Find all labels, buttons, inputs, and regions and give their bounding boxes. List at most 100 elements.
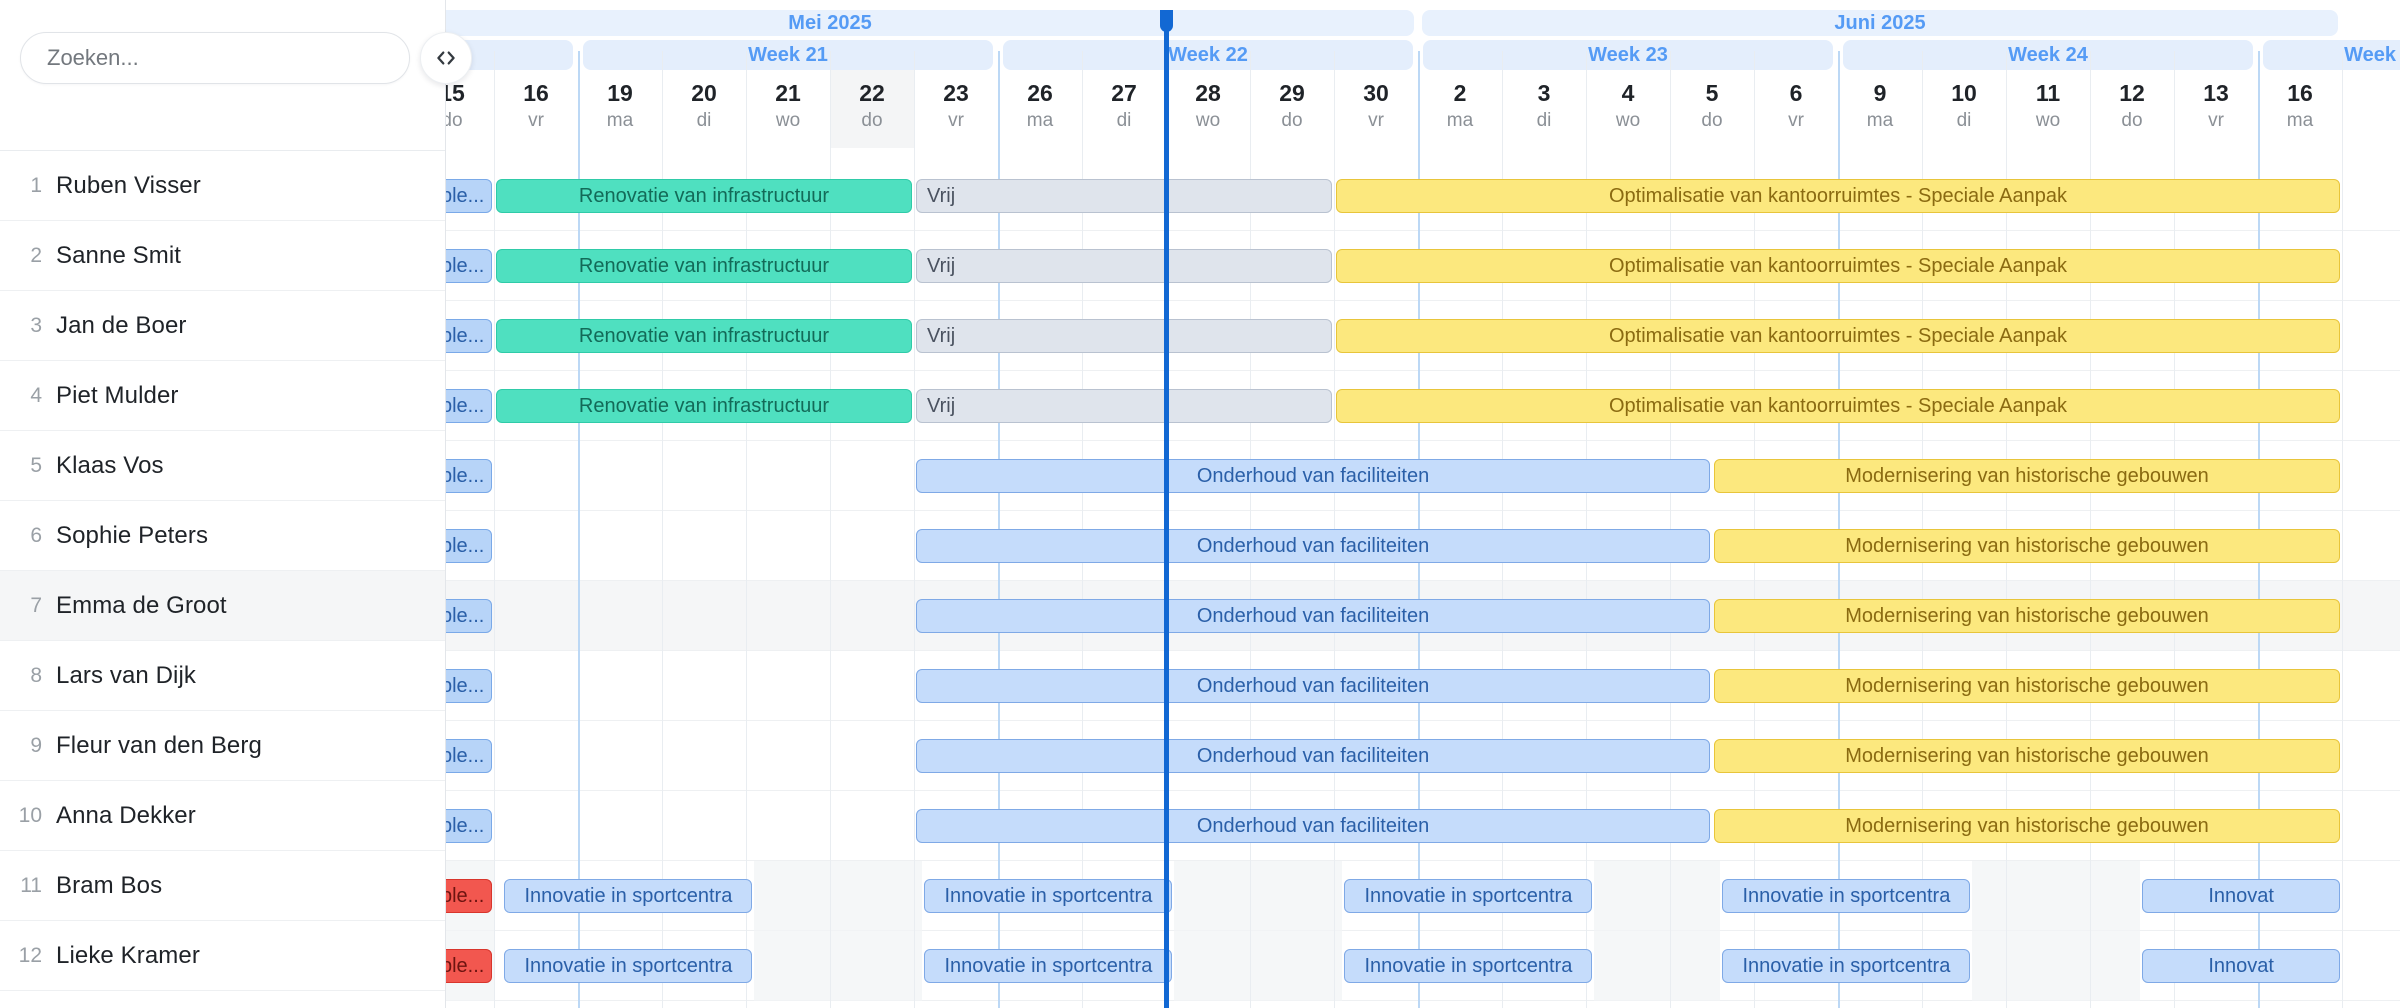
day-header-cell[interactable]: 13 vr bbox=[2174, 70, 2258, 148]
timeline-row[interactable] bbox=[446, 861, 2400, 931]
task-bar[interactable]: Onderhoud van faciliteiten bbox=[916, 669, 1710, 703]
task-bar[interactable]: Innovatie in sportcentra bbox=[504, 879, 753, 913]
task-bar[interactable]: Vrij bbox=[916, 319, 1332, 353]
task-bar[interactable]: Optimalisatie van kantoorruimtes - Speci… bbox=[1336, 389, 2340, 423]
day-header-cell[interactable]: 23 vr bbox=[914, 70, 998, 148]
timeline-row[interactable] bbox=[446, 791, 2400, 861]
search-input[interactable] bbox=[20, 32, 410, 84]
day-header-cell[interactable]: 12 do bbox=[2090, 70, 2174, 148]
task-bar[interactable]: Innovatie in sportcentra bbox=[1344, 879, 1593, 913]
timeline-row[interactable] bbox=[446, 441, 2400, 511]
task-bar[interactable]: Modernisering van historische gebouwen bbox=[1714, 599, 2340, 633]
timeline-row[interactable] bbox=[446, 1001, 2400, 1008]
task-bar[interactable]: Onderhoud van faciliteiten bbox=[916, 529, 1710, 563]
day-header-cell[interactable]: 19 ma bbox=[578, 70, 662, 148]
task-bar[interactable]: Vrij bbox=[916, 389, 1332, 423]
task-bar[interactable]: bouwing van comple... bbox=[446, 319, 492, 353]
day-header-cell[interactable]: 10 di bbox=[1922, 70, 2006, 148]
task-bar[interactable]: Modernisering van historische gebouwen bbox=[1714, 669, 2340, 703]
task-bar[interactable]: Modernisering van historische gebouwen bbox=[1714, 529, 2340, 563]
task-bar[interactable]: Onderhoud van faciliteiten bbox=[916, 459, 1710, 493]
task-bar[interactable]: Renovatie van infrastructuur bbox=[496, 319, 912, 353]
task-bar[interactable]: bouwing van comple... bbox=[446, 389, 492, 423]
task-bar[interactable]: Vrij bbox=[916, 249, 1332, 283]
task-bar[interactable]: bouwing van comple... bbox=[446, 599, 492, 633]
task-bar[interactable]: Innovatie in sportcentra bbox=[1722, 879, 1971, 913]
resource-row[interactable]: 13Tim Willems bbox=[0, 991, 445, 1008]
day-header-cell[interactable]: 16 vr bbox=[494, 70, 578, 148]
resource-row[interactable]: 2 Sanne Smit bbox=[0, 221, 445, 291]
timeline-row[interactable] bbox=[446, 301, 2400, 371]
task-bar[interactable]: Optimalisatie van kantoorruimtes - Speci… bbox=[1336, 249, 2340, 283]
task-bar[interactable]: bouwing van comple... bbox=[446, 739, 492, 773]
task-bar[interactable]: Modernisering van historische gebouwen bbox=[1714, 739, 2340, 773]
day-header-cell[interactable]: 11 wo bbox=[2006, 70, 2090, 148]
day-header-cell[interactable]: 6 vr bbox=[1754, 70, 1838, 148]
day-header-cell[interactable]: 27 di bbox=[1082, 70, 1166, 148]
day-weekday: vr bbox=[948, 110, 964, 131]
day-header-cell[interactable]: 28 wo bbox=[1166, 70, 1250, 148]
resource-row[interactable]: 9 Fleur van den Berg bbox=[0, 711, 445, 781]
resource-row[interactable]: 3 Jan de Boer bbox=[0, 291, 445, 361]
timeline-row[interactable] bbox=[446, 721, 2400, 791]
timeline-row[interactable] bbox=[446, 511, 2400, 581]
timeline-row[interactable] bbox=[446, 371, 2400, 441]
task-bar[interactable]: Innovatie in sportcentra bbox=[1722, 949, 1971, 983]
task-bar[interactable]: Optimalisatie van kantoorruimtes - Speci… bbox=[1336, 319, 2340, 353]
day-header-cell[interactable]: 22 do bbox=[830, 70, 914, 148]
day-header-cell[interactable]: 3 di bbox=[1502, 70, 1586, 148]
task-bar[interactable]: Renovatie van infrastructuur bbox=[496, 249, 912, 283]
timeline-body[interactable]: bouwing van comple... Renovatie van infra… bbox=[446, 161, 2400, 1008]
timeline-row[interactable] bbox=[446, 231, 2400, 301]
day-header-cell[interactable]: 20 di bbox=[662, 70, 746, 148]
day-header-cell[interactable]: 29 do bbox=[1250, 70, 1334, 148]
day-header-cell[interactable]: 30 vr bbox=[1334, 70, 1418, 148]
task-bar[interactable]: Innovat bbox=[2142, 949, 2340, 983]
task-bar[interactable]: Modernisering van historische gebouwen bbox=[1714, 459, 2340, 493]
task-bar[interactable]: bouwing van comple... bbox=[446, 809, 492, 843]
resource-row[interactable]: 1 Ruben Visser bbox=[0, 151, 445, 221]
task-bar[interactable]: Innovatie in sportcentra bbox=[924, 879, 1173, 913]
resource-row[interactable]: 4 Piet Mulder bbox=[0, 361, 445, 431]
collapse-expand-toggle-button[interactable] bbox=[420, 32, 472, 84]
resource-row[interactable]: 12 Lieke Kramer bbox=[0, 921, 445, 991]
task-bar[interactable]: Innovat bbox=[2142, 879, 2340, 913]
task-bar[interactable]: bouwing van comple... bbox=[446, 249, 492, 283]
resource-row[interactable]: 10 Anna Dekker bbox=[0, 781, 445, 851]
day-header-cell[interactable]: 4 wo bbox=[1586, 70, 1670, 148]
task-bar[interactable]: bouwing van comple... bbox=[446, 669, 492, 703]
task-bar[interactable]: bouwing van comple... bbox=[446, 879, 492, 913]
resource-row[interactable]: 5 Klaas Vos bbox=[0, 431, 445, 501]
task-bar[interactable]: bouwing van comple... bbox=[446, 179, 492, 213]
task-bar[interactable]: Onderhoud van faciliteiten bbox=[916, 739, 1710, 773]
resource-row[interactable]: 7 Emma de Groot bbox=[0, 571, 445, 641]
day-header-cell[interactable]: 5 do bbox=[1670, 70, 1754, 148]
task-bar[interactable]: Renovatie van infrastructuur bbox=[496, 179, 912, 213]
resource-row[interactable]: 8 Lars van Dijk bbox=[0, 641, 445, 711]
task-bar[interactable]: Vrij bbox=[916, 179, 1332, 213]
task-bar[interactable]: bouwing van comple... bbox=[446, 529, 492, 563]
task-bar[interactable]: Renovatie van infrastructuur bbox=[496, 389, 912, 423]
day-header-cell[interactable]: 16 ma bbox=[2258, 70, 2342, 148]
task-bar[interactable]: Optimalisatie van kantoorruimtes - Speci… bbox=[1336, 179, 2340, 213]
resource-row[interactable]: 6 Sophie Peters bbox=[0, 501, 445, 571]
task-bar[interactable]: bouwing van comple... bbox=[446, 459, 492, 493]
task-bar[interactable]: Innovatie in sportcentra bbox=[924, 949, 1173, 983]
task-bar[interactable]: Modernisering van historische gebouwen bbox=[1714, 809, 2340, 843]
task-bar[interactable]: Onderhoud van faciliteiten bbox=[916, 809, 1710, 843]
day-header-cell[interactable]: 2 ma bbox=[1418, 70, 1502, 148]
day-header-cell[interactable]: 26 ma bbox=[998, 70, 1082, 148]
day-header-cell[interactable]: 21 wo bbox=[746, 70, 830, 148]
resource-row[interactable]: 11 Bram Bos bbox=[0, 851, 445, 921]
timeline-row[interactable] bbox=[446, 161, 2400, 231]
day-header-cell[interactable]: 9 ma bbox=[1838, 70, 1922, 148]
timeline-row[interactable] bbox=[446, 651, 2400, 721]
day-header-cell[interactable]: 15 do bbox=[446, 70, 494, 148]
task-bar[interactable]: Innovatie in sportcentra bbox=[504, 949, 753, 983]
timeline-row[interactable] bbox=[446, 931, 2400, 1001]
task-bar[interactable]: bouwing van comple... bbox=[446, 949, 492, 983]
day-gridline bbox=[914, 51, 915, 1008]
task-bar[interactable]: Onderhoud van faciliteiten bbox=[916, 599, 1710, 633]
task-bar[interactable]: Innovatie in sportcentra bbox=[1344, 949, 1593, 983]
